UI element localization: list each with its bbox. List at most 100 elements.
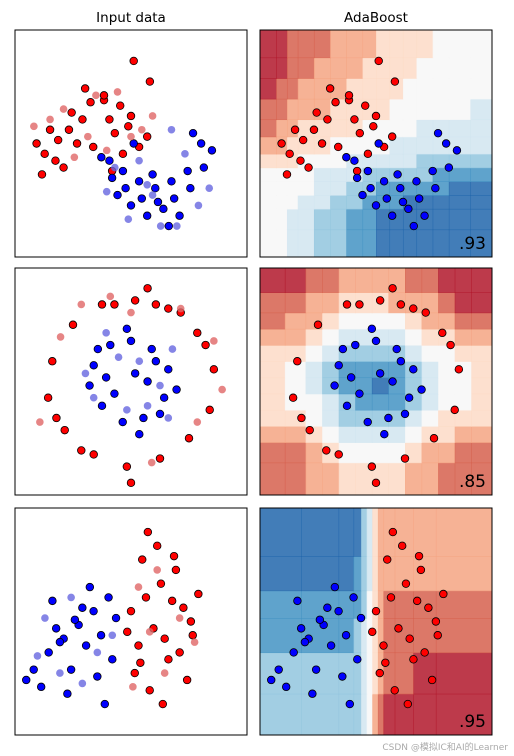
train-point-class0 (53, 135, 63, 145)
train-point-class0 (124, 122, 133, 131)
train-point-class0 (188, 631, 197, 640)
train-point-class1 (29, 665, 38, 674)
decision-cell (438, 393, 456, 411)
train-point-class0 (123, 627, 132, 637)
decision-cell (260, 426, 286, 443)
decision-cell (260, 409, 286, 427)
decision-cell (260, 556, 302, 592)
decision-cell (284, 345, 307, 362)
decision-cell (438, 462, 456, 495)
decision-cell (432, 195, 450, 210)
decision-cell (388, 393, 406, 411)
decision-cell (416, 119, 434, 138)
decision-cell (388, 312, 406, 330)
train-point-class1 (63, 689, 72, 698)
decision-cell (355, 393, 373, 411)
train-point-class0 (313, 320, 323, 329)
decision-cell (286, 136, 299, 155)
train-point-class1 (66, 665, 76, 674)
test-point-class1 (156, 381, 164, 390)
decision-cell (470, 181, 492, 196)
train-point-class0 (309, 125, 319, 134)
test-point-class0 (210, 337, 218, 345)
train-point-class1 (330, 381, 339, 390)
test-point-class1 (168, 345, 177, 353)
train-point-class1 (417, 385, 426, 394)
decision-cell (470, 229, 492, 257)
train-point-class0 (194, 589, 203, 599)
test-point-class1 (156, 222, 165, 230)
decision-cell (471, 292, 492, 314)
decision-cell (276, 153, 288, 169)
train-point-class0 (156, 579, 166, 588)
decision-cell (470, 195, 492, 210)
decision-cell (376, 78, 391, 100)
decision-cell (362, 57, 377, 79)
decision-cell (346, 208, 364, 231)
decision-cell (322, 328, 340, 346)
train-point-class0 (369, 122, 378, 131)
train-point-class1 (129, 139, 138, 148)
train-point-class1 (51, 624, 61, 633)
panel-frame (259, 267, 493, 496)
train-point-class0 (427, 675, 437, 685)
train-point-class0 (169, 551, 179, 561)
train-point-class0 (285, 149, 294, 159)
train-point-class1 (130, 369, 140, 378)
decision-cell (388, 328, 406, 346)
decision-cell (297, 229, 315, 257)
decision-cell (338, 693, 355, 735)
decision-cell (371, 393, 390, 411)
decision-cell (305, 292, 323, 314)
train-point-class1 (164, 221, 173, 231)
decision-cell (471, 345, 492, 362)
decision-cell (353, 590, 362, 619)
decision-cell (402, 98, 418, 121)
decision-cell (284, 328, 307, 346)
train-point-class0 (412, 596, 422, 606)
decision-cell (346, 181, 364, 196)
train-point-class0 (182, 675, 192, 685)
train-point-class0 (439, 589, 448, 599)
train-point-class1 (334, 606, 343, 616)
decision-cell (389, 98, 404, 121)
decision-cell (416, 153, 434, 169)
train-point-class0 (390, 77, 400, 86)
decision-cell (362, 229, 377, 257)
decision-cell (276, 57, 288, 79)
train-point-class1 (199, 163, 209, 172)
column-title-input-data: Input data (96, 10, 166, 26)
decision-cell (276, 229, 288, 257)
train-point-class1 (126, 201, 136, 210)
train-point-class1 (323, 603, 332, 612)
train-point-class1 (420, 211, 429, 220)
decision-cell (305, 442, 323, 464)
decision-cell (376, 229, 391, 257)
train-point-class0 (68, 320, 78, 329)
decision-cell (338, 268, 356, 293)
decision-cell (361, 693, 368, 735)
decision-cell (362, 208, 377, 231)
train-point-class0 (130, 296, 140, 305)
decision-cell (438, 361, 456, 379)
train-point-class1 (122, 324, 132, 334)
panel-1 (14, 29, 248, 258)
train-point-class1 (104, 593, 113, 602)
decision-cell (276, 208, 288, 231)
train-point-class0 (145, 686, 154, 695)
decision-cell (432, 30, 450, 59)
train-point-class0 (450, 405, 459, 415)
decision-cell (435, 693, 492, 735)
decision-cell (413, 508, 437, 557)
train-point-class1 (388, 377, 397, 386)
train-point-class1 (371, 336, 381, 346)
decision-cell (260, 508, 302, 557)
test-point-class1 (33, 652, 42, 660)
train-point-class1 (363, 417, 372, 427)
decision-cell (313, 208, 331, 231)
train-point-class1 (326, 641, 336, 650)
decision-cell (405, 442, 423, 464)
decision-cell (305, 328, 323, 346)
decision-cell (305, 462, 323, 495)
train-point-class1 (85, 582, 95, 592)
